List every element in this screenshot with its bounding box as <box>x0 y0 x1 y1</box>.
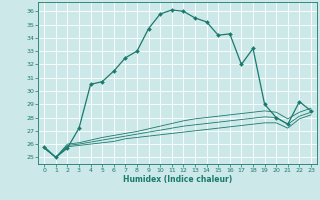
X-axis label: Humidex (Indice chaleur): Humidex (Indice chaleur) <box>123 175 232 184</box>
